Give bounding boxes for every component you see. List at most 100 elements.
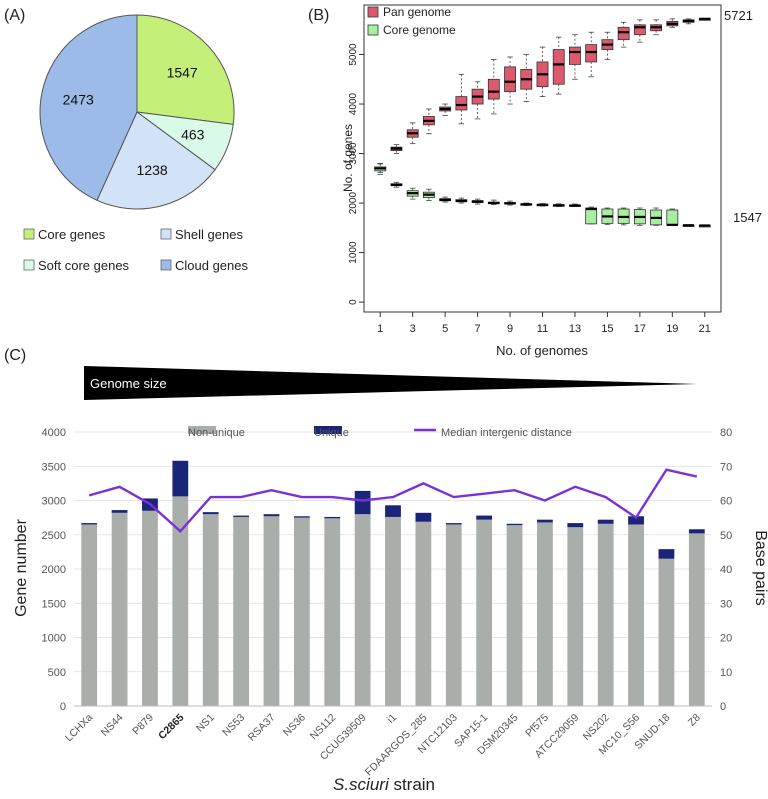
x-tick-label: 5: [442, 323, 448, 335]
bar-unique: [81, 523, 98, 525]
median-intergenic-line: [88, 468, 698, 534]
pan-genome-box: [569, 46, 581, 65]
bar-right-axis-label: Base pairs: [752, 530, 768, 606]
bar-unique: [293, 516, 310, 518]
legend-label-shell-genes: Shell genes: [175, 227, 243, 242]
bar-unique: [263, 514, 280, 517]
pie-value-shell-genes: 1238: [137, 162, 168, 178]
panel-c-label: (C): [4, 347, 26, 364]
legend-label-pan-genome: Pan genome: [383, 5, 451, 19]
panel-a-label: (A): [4, 7, 25, 24]
y-tick-label: 4000: [348, 92, 359, 115]
legend-swatch-non-unique: [188, 426, 216, 434]
legend-swatch-cloud-genes: [160, 259, 172, 271]
legend-swatch-soft-core-genes: [23, 259, 35, 271]
x-tick-label: 19: [666, 323, 678, 335]
bar-unique: [233, 515, 249, 517]
bar-unique: [628, 516, 644, 525]
y-tick-label: 4000: [42, 427, 66, 439]
legend-swatch-pan-genome: [367, 6, 379, 18]
y-tick-label: 2000: [348, 192, 359, 215]
legend-swatch-shell-genes: [160, 228, 172, 240]
boxplot-y-axis-label: No. of genes: [341, 124, 355, 192]
x-tick-label: LCHXa: [63, 712, 96, 745]
bar-unique: [415, 512, 432, 522]
bar-non-unique: [628, 524, 644, 706]
panel-a: (A) 1547 463 1238 2473 Core genes Shell gene…: [4, 7, 248, 273]
bar-unique: [385, 505, 401, 517]
bar-unique: [324, 516, 341, 519]
legend-label-cloud-genes: Cloud genes: [175, 258, 248, 273]
bar-non-unique: [324, 518, 341, 706]
legend-swatch-unique: [314, 426, 342, 434]
bar-non-unique: [597, 523, 614, 706]
y-tick-label: 1500: [42, 598, 66, 610]
x-tick-label: Pf575: [523, 712, 551, 740]
bar-y-axis-label: Gene number: [13, 518, 30, 617]
core-genome-box: [666, 209, 679, 226]
x-tick-label: 11: [537, 323, 548, 335]
y-tick-label: 5000: [348, 43, 359, 66]
right-tick-label: 80: [720, 427, 732, 439]
legend-label-core-genes: Core genes: [38, 227, 106, 242]
y-tick-label: 0: [60, 701, 66, 713]
pie-slice-cloud-genes: [39, 14, 138, 202]
x-tick-label: 9: [507, 323, 513, 335]
x-tick-label: 1: [377, 323, 383, 335]
bar-unique: [172, 460, 189, 497]
bar-unique: [506, 523, 523, 526]
bar-non-unique: [81, 524, 98, 706]
y-tick-label: 3000: [42, 496, 66, 508]
boxplot-frame: [363, 4, 722, 313]
x-tick-label: NS1: [194, 712, 217, 735]
y-tick-label: 2000: [42, 564, 66, 576]
y-tick-label: 1000: [348, 241, 359, 264]
right-tick-label: 70: [720, 461, 732, 473]
pan-genome-box: [617, 26, 630, 41]
right-tick-label: 10: [720, 667, 732, 679]
bar-x-axis-label: S.sciuri strain: [333, 775, 435, 794]
bar-unique: [688, 529, 705, 534]
legend-swatch-core-genes: [23, 228, 35, 240]
pan-total-label: 5721: [724, 8, 753, 23]
y-tick-label: 0: [348, 299, 359, 305]
bar-non-unique: [142, 510, 158, 706]
pan-genome-box: [633, 24, 646, 36]
genome-size-label: Genome size: [90, 376, 167, 391]
bar-unique: [202, 512, 219, 515]
pie-legend: Core genes Shell genes Soft core genes Clou…: [23, 227, 248, 273]
bar-non-unique: [506, 525, 523, 706]
x-tick-label: Z8: [686, 712, 703, 729]
bar-non-unique: [293, 517, 310, 706]
pan-genome-box: [585, 44, 598, 63]
x-tick-label: 15: [601, 323, 613, 335]
bar-non-unique: [658, 558, 675, 706]
right-tick-label: 30: [720, 598, 732, 610]
x-axis-word: strain: [389, 775, 435, 794]
pan-genome-box: [504, 66, 516, 93]
y-tick-label: 500: [48, 667, 66, 679]
bar-non-unique: [385, 516, 401, 706]
pan-genome-box: [552, 49, 565, 85]
x-tick-label: C2865: [156, 712, 186, 742]
right-tick-label: 0: [720, 701, 726, 713]
bar-non-unique: [537, 522, 553, 706]
y-tick-label: 3000: [348, 142, 359, 165]
legend-label-median-intergenic-distance: Median intergenic distance: [441, 427, 572, 439]
legend-swatch-core-genome: [367, 24, 379, 36]
bar-non-unique: [263, 516, 280, 706]
right-tick-label: 50: [720, 530, 732, 542]
bar-non-unique: [415, 521, 432, 706]
bar-non-unique: [445, 524, 462, 706]
pan-genome-box: [487, 78, 500, 100]
x-tick-label: RSA37: [246, 712, 278, 744]
bar-non-unique: [111, 512, 128, 706]
x-tick-label: 3: [410, 323, 416, 335]
x-tick-label: 17: [634, 323, 646, 335]
x-axis-species: S.sciuri: [333, 775, 390, 794]
pan-genome-box: [455, 96, 468, 111]
pie-chart: 1547 463 1238 2473: [39, 14, 235, 210]
